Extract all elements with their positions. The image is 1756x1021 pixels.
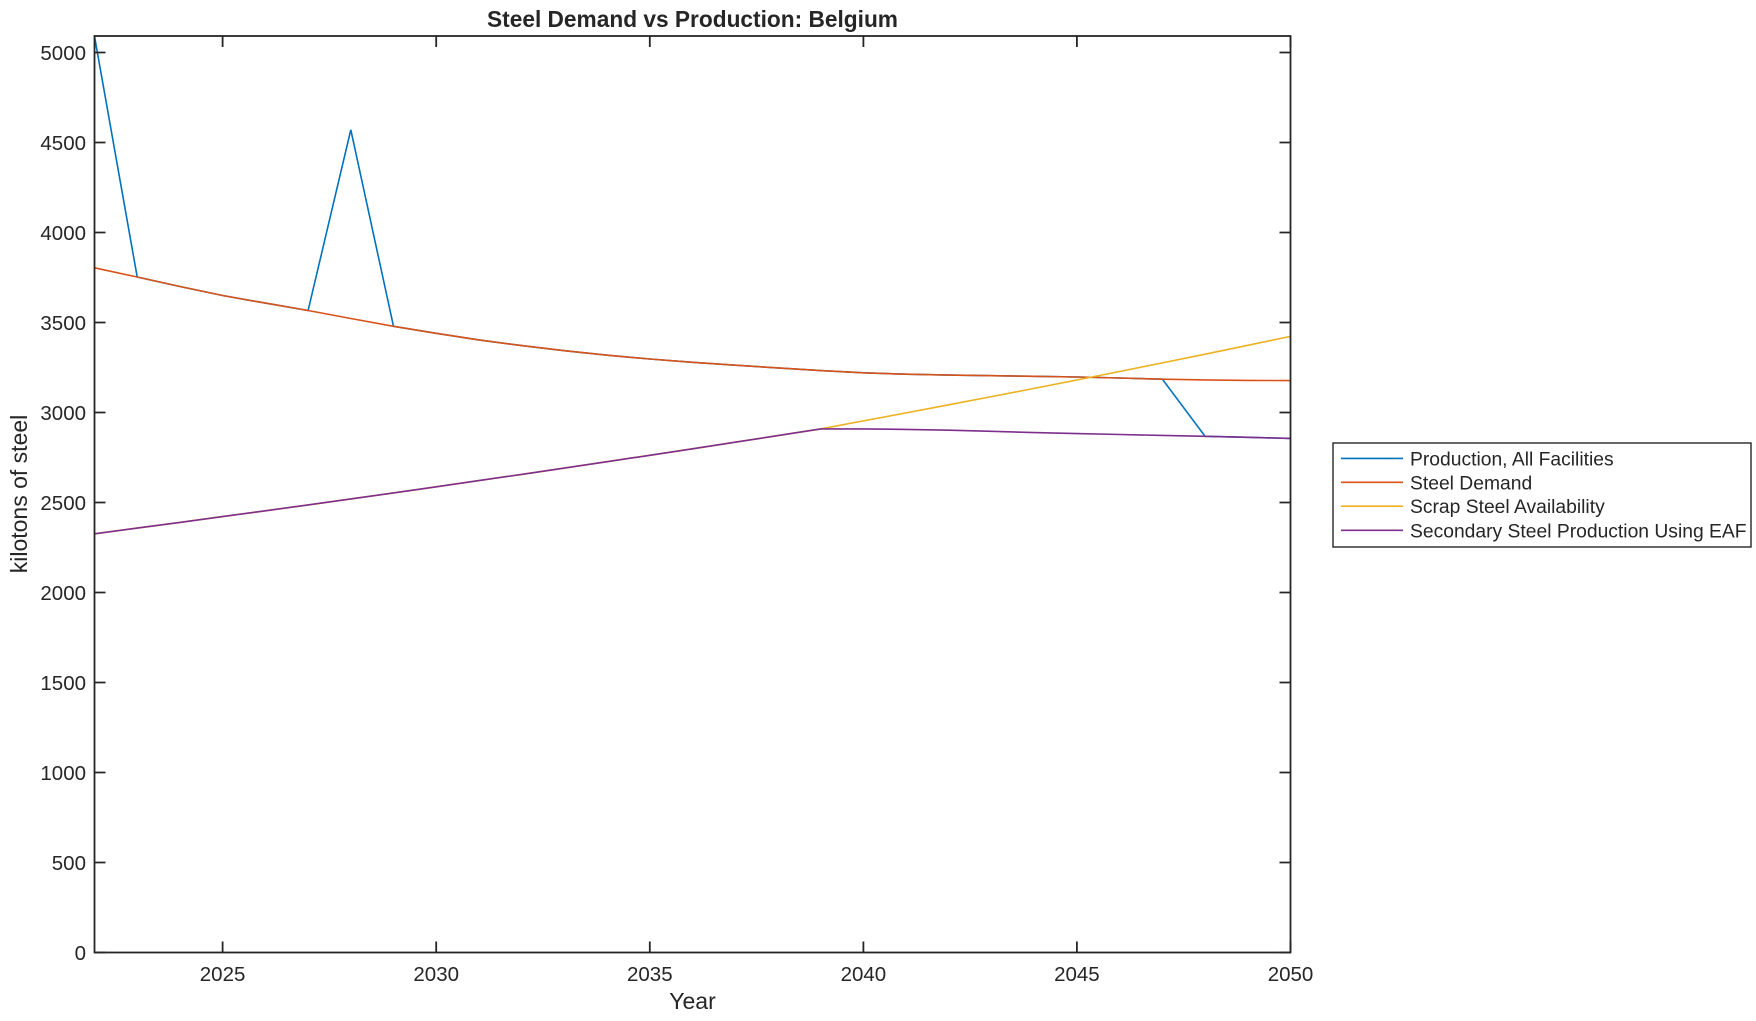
svg-text:Steel Demand vs Production: Be: Steel Demand vs Production: Belgium (487, 6, 898, 32)
svg-text:2500: 2500 (40, 492, 86, 515)
svg-text:0: 0 (75, 942, 86, 965)
svg-text:500: 500 (52, 852, 86, 875)
svg-text:1000: 1000 (40, 762, 86, 785)
svg-text:Steel Demand: Steel Demand (1410, 473, 1532, 494)
svg-text:Production, All Facilities: Production, All Facilities (1410, 449, 1614, 470)
svg-text:2040: 2040 (841, 963, 887, 986)
svg-text:Year: Year (669, 988, 716, 1014)
svg-text:2025: 2025 (200, 963, 246, 986)
svg-text:2035: 2035 (627, 963, 673, 986)
svg-text:3500: 3500 (40, 312, 86, 335)
svg-text:Secondary Steel Production Usi: Secondary Steel Production Using EAF (1410, 521, 1747, 542)
svg-text:kilotons of steel: kilotons of steel (6, 415, 32, 574)
svg-text:2000: 2000 (40, 582, 86, 605)
svg-text:3000: 3000 (40, 402, 86, 425)
svg-text:4000: 4000 (40, 222, 86, 245)
svg-text:5000: 5000 (40, 42, 86, 65)
svg-text:2045: 2045 (1054, 963, 1100, 986)
svg-text:1500: 1500 (40, 672, 86, 695)
svg-text:2030: 2030 (413, 963, 459, 986)
svg-text:4500: 4500 (40, 132, 86, 155)
svg-text:2050: 2050 (1268, 963, 1314, 986)
svg-text:Scrap Steel Availability: Scrap Steel Availability (1410, 497, 1605, 518)
